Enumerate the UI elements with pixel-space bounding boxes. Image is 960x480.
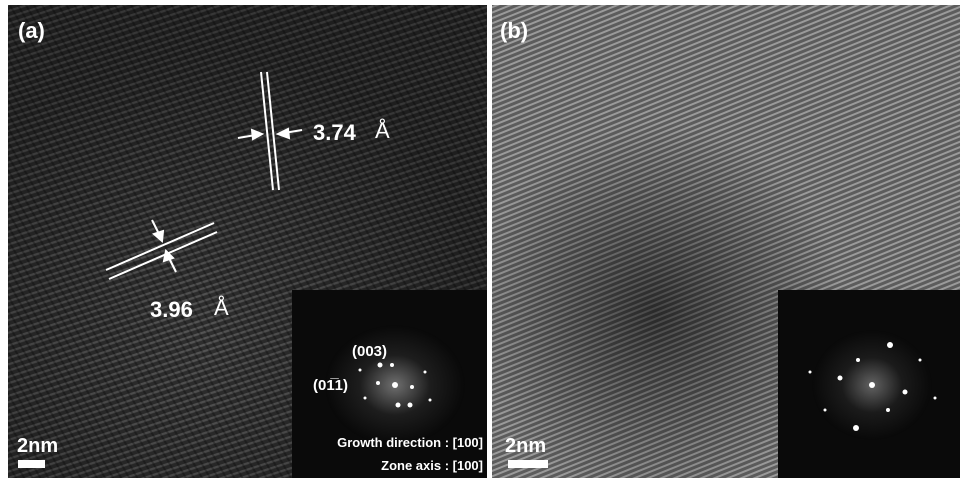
panel-label: (a): [18, 18, 45, 43]
fft-inset: [778, 290, 960, 478]
figure: (a) 3.74 Å 3.96 Å: [0, 0, 960, 480]
fft-index: (003): [352, 343, 387, 360]
fft-index: (01̅1): [313, 377, 348, 394]
spacing-unit: Å: [214, 295, 229, 320]
panel-label: (b): [500, 18, 528, 43]
zone-axis: Zone axis : [100]: [381, 458, 483, 473]
spacing-unit: Å: [375, 118, 390, 143]
growth-direction: Growth direction : [100]: [337, 435, 483, 450]
spacing-value: 3.74: [313, 120, 357, 145]
scale-bar-label: 2nm: [505, 435, 546, 457]
scale-bar-label: 2nm: [17, 435, 58, 457]
scale-bar: [18, 460, 45, 468]
panel-b: (b) 2nm: [492, 5, 960, 478]
fft-inset: (003) (01̅1) Growth direction : [100] Zo…: [292, 290, 487, 478]
spacing-value: 3.96: [150, 297, 193, 322]
panel-a: (a) 3.74 Å 3.96 Å: [8, 5, 487, 478]
scale-bar: [508, 460, 548, 468]
